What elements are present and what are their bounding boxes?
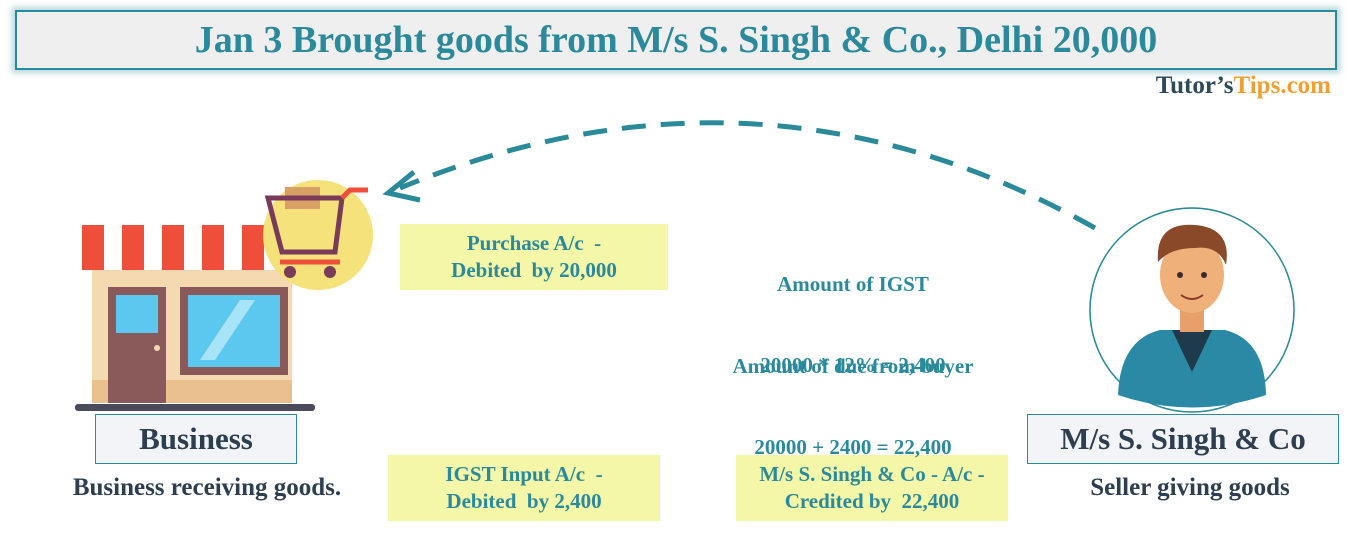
- calculation: Amount of IGST 20000 * 12% = 2,400: [693, 217, 1013, 406]
- calc-line: 20000 + 2400 = 22,400: [754, 435, 952, 459]
- calculation: Amount of due from buyer 20000 + 2400 = …: [693, 299, 1013, 488]
- node-label: M/s S. Singh & Co: [1027, 414, 1339, 464]
- entry-line: IGST Input A/c -: [445, 462, 603, 486]
- brand-prefix: Tutor’s: [1155, 72, 1234, 99]
- brand-suffix: Tips.com: [1233, 72, 1331, 99]
- seller-avatar: [1089, 207, 1295, 413]
- flow-arrow: [399, 120, 1097, 231]
- cart: [263, 180, 373, 290]
- calc-line: Amount of due from buyer: [732, 354, 974, 378]
- entry-box: M/s S. Singh & Co - A/c - Credited by 22…: [736, 455, 1008, 521]
- title: Jan 3 Brought goods from M/s S. Singh & …: [15, 10, 1337, 70]
- entry-box: IGST Input A/c - Debited by 2,400: [388, 455, 660, 521]
- entry-line: Credited by 22,400: [784, 489, 960, 513]
- arrow-head: [382, 170, 421, 203]
- entry-box: Purchase A/c - Debited by 20,000: [400, 224, 668, 290]
- calc-line: 20000 * 12% = 2,400: [760, 353, 946, 377]
- entry-line: Debited by 20,000: [451, 258, 617, 282]
- node-label: Business: [95, 414, 297, 464]
- node-caption: Seller giving goods: [1090, 474, 1290, 501]
- entry-line: M/s S. Singh & Co - A/c -: [759, 462, 985, 486]
- entry-line: Purchase A/c -: [466, 231, 602, 255]
- brand: Tutor’sTips.com: [1156, 72, 1331, 100]
- node-caption: Business receiving goods.: [72, 474, 342, 501]
- entry-line: Debited by 2,400: [446, 489, 602, 513]
- calc-line: Amount of IGST: [777, 272, 929, 296]
